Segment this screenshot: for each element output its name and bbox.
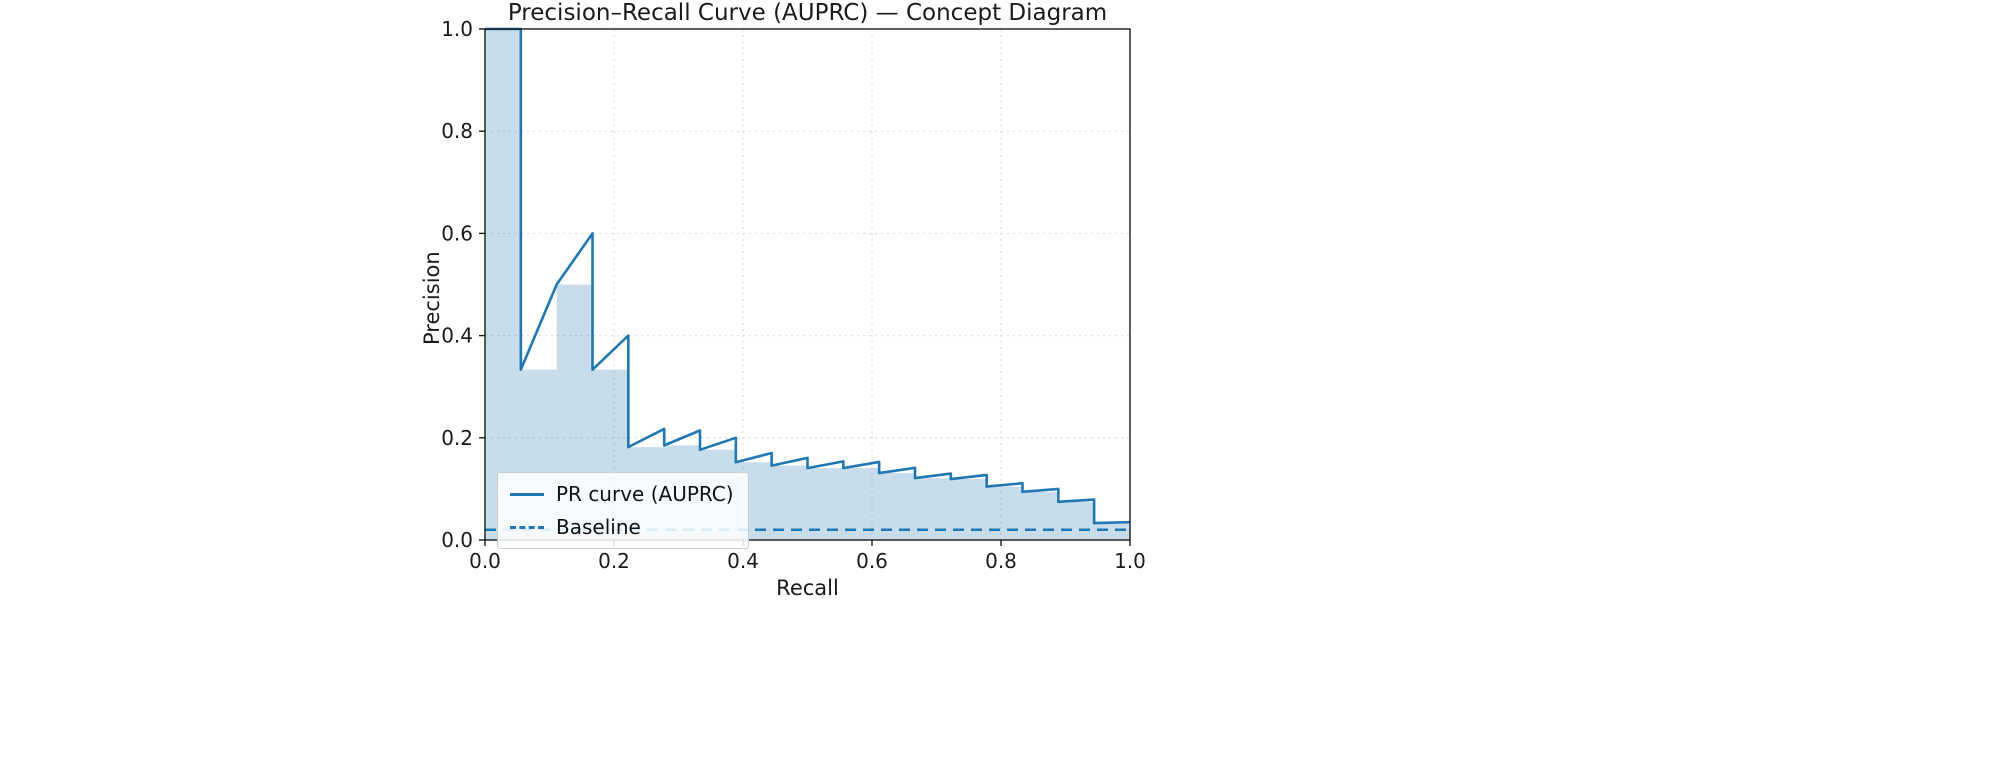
svg-text:0.8: 0.8 (441, 119, 473, 143)
legend-label-baseline: Baseline (556, 515, 641, 539)
pr-curve-line (485, 27, 1131, 525)
svg-text:0.0: 0.0 (469, 549, 501, 573)
legend-label-pr-curve: PR curve (AUPRC) (556, 482, 734, 506)
svg-text:1.0: 1.0 (441, 17, 473, 41)
svg-text:0.0: 0.0 (441, 528, 473, 552)
chart-title: Precision–Recall Curve (AUPRC) — Concept… (507, 0, 1108, 26)
tick-labels: 0.0 0.2 0.4 0.6 0.8 1.0 0.0 0.2 0.4 0.6 0.8 1.0 (441, 17, 1146, 573)
svg-text:0.6: 0.6 (441, 221, 473, 245)
svg-text:0.2: 0.2 (441, 426, 473, 450)
svg-text:0.6: 0.6 (856, 549, 888, 573)
x-axis-label: Recall (776, 576, 839, 600)
dashed-line-icon (510, 525, 544, 529)
svg-text:1.0: 1.0 (1114, 549, 1146, 573)
svg-text:0.8: 0.8 (985, 549, 1017, 573)
legend: PR curve (AUPRC) Baseline (497, 472, 749, 549)
legend-entry-baseline: Baseline (510, 515, 734, 539)
svg-text:0.4: 0.4 (727, 549, 759, 573)
solid-line-icon (510, 492, 544, 496)
legend-entry-pr-curve: PR curve (AUPRC) (510, 482, 734, 506)
svg-text:0.4: 0.4 (441, 324, 473, 348)
svg-text:0.2: 0.2 (598, 549, 630, 573)
axes-box (484, 28, 1131, 541)
